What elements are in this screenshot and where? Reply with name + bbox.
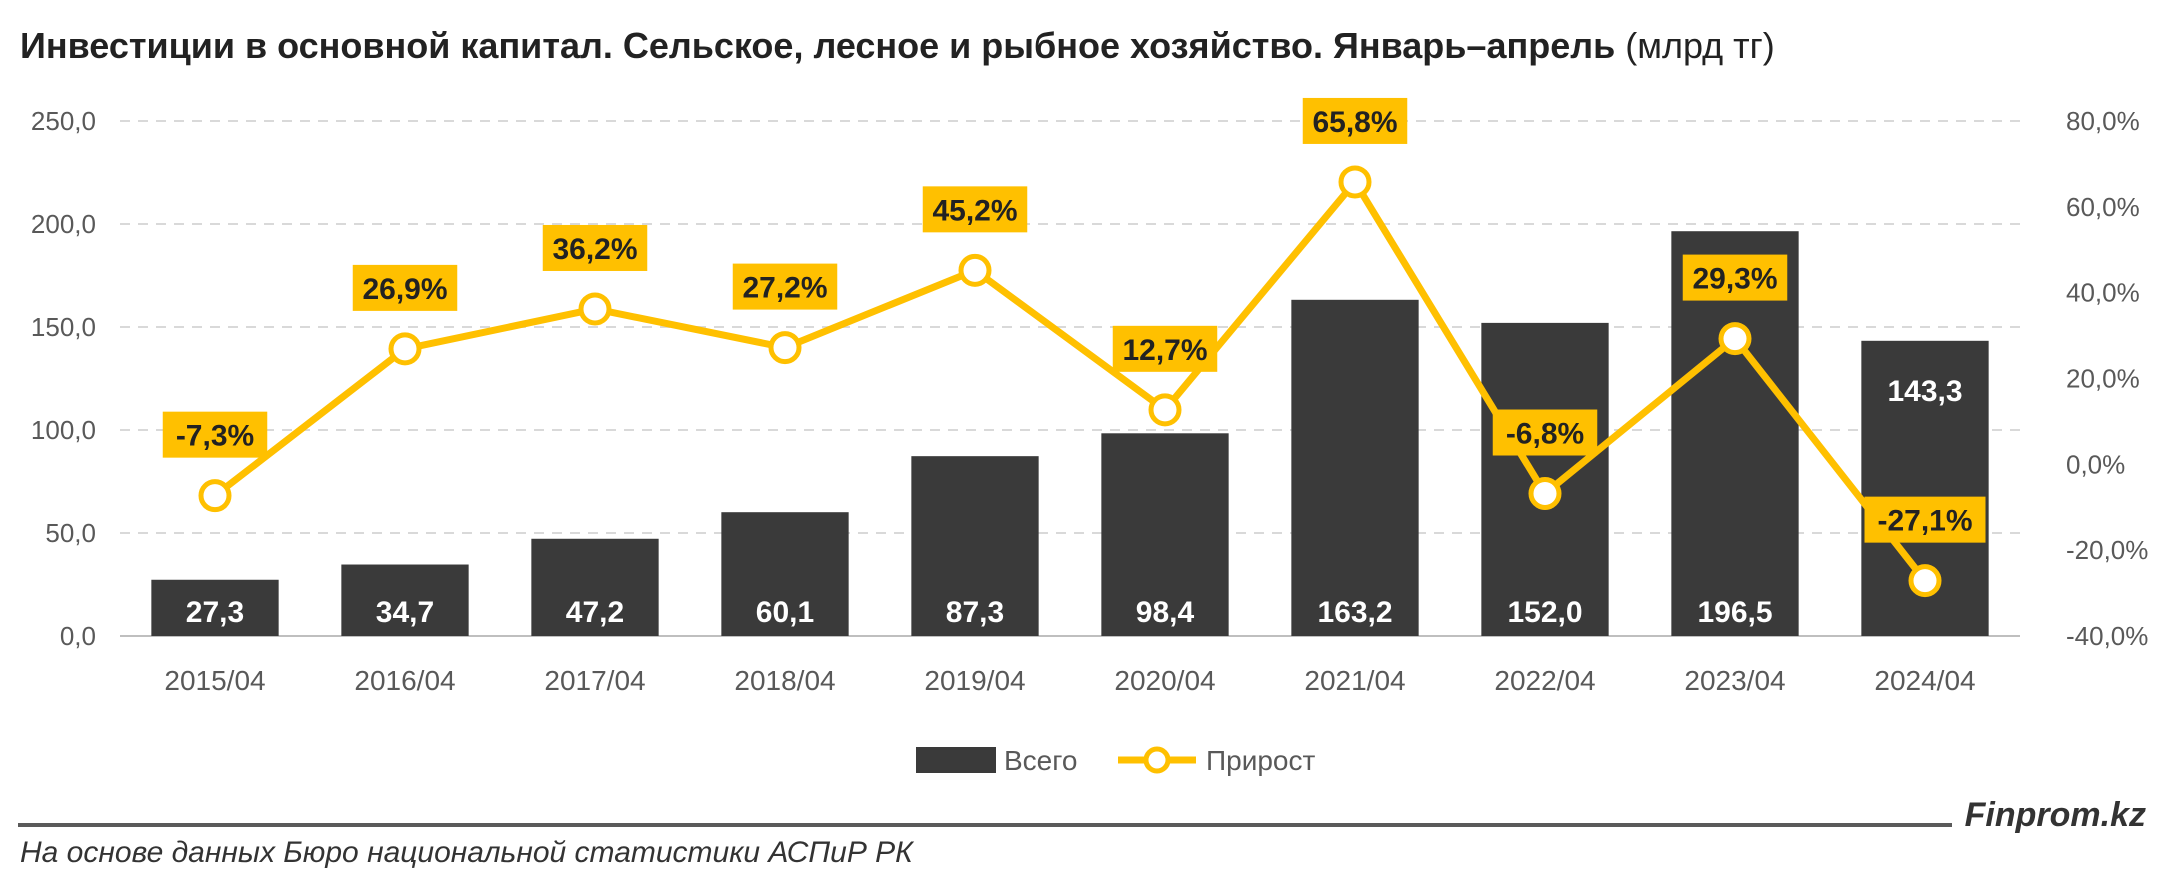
- bar: [911, 456, 1039, 636]
- growth-label: 45,2%: [932, 194, 1017, 227]
- y-left-tick-label: 200,0: [31, 209, 96, 239]
- growth-label-box: [1492, 409, 1598, 456]
- bar: [151, 579, 279, 636]
- growth-label-box: [922, 186, 1028, 233]
- growth-label: -27,1%: [1877, 505, 1972, 538]
- y-right-tick-label: 20,0%: [2066, 364, 2140, 394]
- x-tick-label: 2024/04: [1874, 665, 1975, 696]
- growth-label-box: [1864, 496, 1986, 543]
- x-tick-label: 2018/04: [734, 665, 835, 696]
- growth-label-box: [1112, 325, 1218, 372]
- y-left-tick-label: 100,0: [31, 415, 96, 445]
- bar-value-label: 163,2: [1317, 596, 1392, 629]
- y-right-tick-label: 0,0%: [2066, 449, 2125, 479]
- growth-marker: [578, 292, 612, 326]
- bar-value-label: 87,3: [946, 596, 1004, 629]
- growth-marker: [768, 331, 802, 365]
- legend-label-bars: Всего: [1004, 745, 1077, 776]
- growth-marker: [1718, 322, 1752, 356]
- growth-marker: [1338, 165, 1372, 199]
- x-tick-label: 2017/04: [544, 665, 645, 696]
- bar-value-label: 98,4: [1136, 596, 1195, 629]
- y-right-tick-label: 40,0%: [2066, 278, 2140, 308]
- x-tick-label: 2015/04: [164, 665, 265, 696]
- growth-label-box: [1302, 97, 1408, 144]
- y-left-tick-label: 50,0: [45, 518, 96, 548]
- brand-logo-text: Finprom.kz: [1964, 796, 2146, 834]
- growth-marker: [388, 332, 422, 366]
- bar: [1101, 433, 1229, 636]
- x-tick-label: 2020/04: [1114, 665, 1215, 696]
- growth-marker: [1908, 564, 1942, 598]
- bar-value-label: 27,3: [186, 596, 244, 629]
- footer-divider: [18, 823, 1952, 827]
- x-tick-label: 2021/04: [1304, 665, 1405, 696]
- y-left-tick-label: 150,0: [31, 312, 96, 342]
- growth-label-box: [352, 264, 458, 311]
- x-tick-label: 2019/04: [924, 665, 1025, 696]
- growth-label: 12,7%: [1122, 334, 1207, 367]
- bar: [531, 538, 659, 636]
- growth-label: 27,2%: [742, 272, 827, 305]
- growth-marker: [958, 253, 992, 287]
- growth-marker: [1148, 393, 1182, 427]
- chart-title-main: Инвестиции в основной капитал. Сельское,…: [20, 25, 1616, 66]
- growth-label: -7,3%: [176, 420, 254, 453]
- x-tick-label: 2023/04: [1684, 665, 1785, 696]
- growth-label: -6,8%: [1506, 418, 1584, 451]
- legend-swatch-marker: [1143, 746, 1171, 774]
- bar: [1291, 299, 1419, 636]
- growth-label-box: [1682, 254, 1788, 301]
- source-note: На основе данных Бюро национальной стати…: [20, 836, 913, 869]
- bar-value-label: 143,3: [1887, 375, 1962, 408]
- legend-label-line: Прирост: [1206, 745, 1315, 776]
- growth-label-box: [732, 263, 838, 310]
- y-right-tick-label: 80,0%: [2066, 106, 2140, 136]
- bar: [341, 564, 469, 636]
- chart-title-unit: (млрд тг): [1625, 25, 1775, 66]
- bar-value-label: 196,5: [1697, 596, 1772, 629]
- growth-label: 36,2%: [552, 233, 637, 266]
- growth-line: [212, 178, 1928, 583]
- bar-value-label: 47,2: [566, 596, 624, 629]
- y-left-tick-label: 0,0: [60, 621, 96, 651]
- y-right-tick-label: -40,0%: [2066, 621, 2148, 651]
- chart-title: Инвестиции в основной капитал. Сельское,…: [20, 22, 1775, 70]
- bar-value-label: 152,0: [1507, 596, 1582, 629]
- bar-value-label: 34,7: [376, 596, 434, 629]
- growth-label-box: [162, 411, 268, 458]
- chart-canvas: 0,0 50,0 100,0 150,0 200,0 250,0 -40,0% -20,0% 0…: [31, 97, 2148, 776]
- y-right-tick-label: -20,0%: [2066, 535, 2148, 565]
- growth-label: 26,9%: [362, 273, 447, 306]
- growth-label-box: [542, 224, 648, 271]
- bar: [721, 512, 849, 636]
- growth-label: 65,8%: [1312, 106, 1397, 139]
- legend-swatch-bars: [916, 747, 996, 773]
- y-left-tick-label: 250,0: [31, 106, 96, 136]
- bar-value-label: 60,1: [756, 596, 814, 629]
- growth-marker: [1528, 477, 1562, 511]
- y-right-tick-label: 60,0%: [2066, 192, 2140, 222]
- growth-marker: [198, 479, 232, 513]
- growth-label: 29,3%: [1692, 263, 1777, 296]
- x-tick-label: 2022/04: [1494, 665, 1595, 696]
- x-tick-label: 2016/04: [354, 665, 455, 696]
